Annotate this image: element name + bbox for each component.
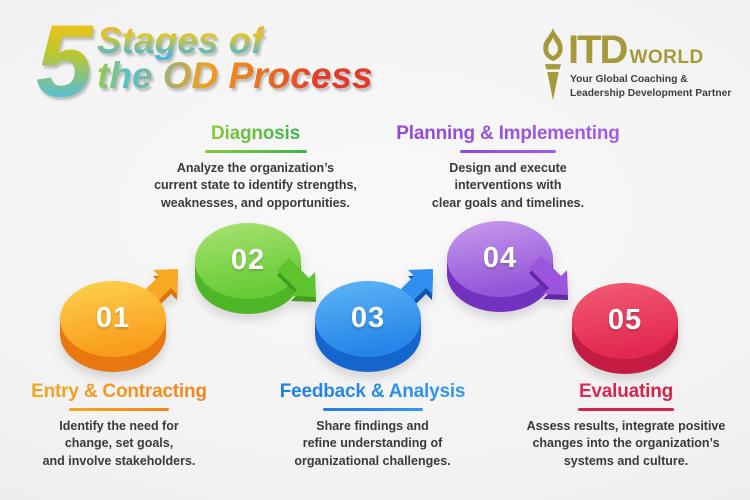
stage-title-diagnosis: Diagnosis [133, 123, 378, 145]
stage-title-entry: Entry & Contracting [3, 381, 235, 403]
logo-brand-main: ITD [568, 28, 628, 72]
stage-title-text: Planning & Implementing [396, 123, 620, 144]
title-line-1: Stages of [97, 20, 264, 61]
section-entry-contracting: Entry & Contracting Identify the need fo… [3, 381, 235, 471]
stage-title-text: Feedback & Analysis [279, 381, 466, 402]
stage-title-evaluating: Evaluating [505, 381, 747, 403]
stage-badge-02: 02 [188, 204, 338, 329]
title-underline [204, 150, 307, 153]
title-underline [322, 408, 423, 411]
logo-brand-sub: WORLD [629, 47, 704, 68]
section-planning-implementing: Planning & Implementing Design and execu… [383, 123, 633, 213]
title-line-2: the OD Process [97, 55, 373, 97]
title-underline [69, 408, 169, 411]
stage-description: Identify the need for change, set goals,… [42, 418, 196, 469]
stage-description: Analyze the organization’s current state… [154, 160, 357, 211]
circular-arrow-icon [195, 223, 316, 314]
stage-badge-03: 03 [308, 262, 458, 387]
torch-icon [543, 28, 563, 101]
stage-title-planning: Planning & Implementing [383, 123, 633, 145]
stage-number: 03 [350, 302, 386, 334]
stage-description: Assess results, integrate positive chang… [526, 418, 726, 469]
circular-arrow-icon [315, 269, 433, 372]
section-evaluating: Evaluating Assess results, integrate pos… [505, 381, 747, 471]
stage-description: Share findings and refine understanding … [294, 418, 451, 469]
stage-description: Design and execute interventions with cl… [431, 160, 585, 211]
stage-number: 05 [607, 304, 643, 336]
stage-badge-05: 05 [565, 264, 715, 389]
stage-badge-01: 01 [53, 262, 203, 387]
stage-title-text: Entry & Contracting [31, 381, 207, 402]
page-title: Stages of the OD Process [97, 20, 373, 97]
logo-tagline: Your Global Coaching & Leadership Develo… [570, 73, 738, 101]
stage-badge-04: 04 [440, 202, 590, 327]
stage-number: 02 [230, 244, 266, 276]
stage-number: 04 [482, 242, 518, 274]
circle-icon [572, 283, 678, 374]
section-feedback-analysis: Feedback & Analysis Share findings and r… [255, 381, 490, 471]
stage-title-text: Evaluating [578, 381, 674, 402]
circular-arrow-icon [447, 221, 568, 312]
itd-world-logo: ITD WORLD Your Global Coaching & Leaders… [538, 28, 738, 101]
section-diagnosis: Diagnosis Analyze the organization’s cur… [133, 123, 378, 213]
title-underline [578, 408, 674, 411]
title-underline [460, 150, 556, 153]
circular-arrow-icon [60, 269, 178, 372]
stage-title-text: Diagnosis [211, 123, 300, 144]
logo-tagline-line1: Your Global Coaching & [570, 74, 688, 85]
logo-tagline-line2: Leadership Development Partner [570, 87, 732, 99]
big-number-5: 5 [36, 4, 93, 118]
stage-title-feedback: Feedback & Analysis [255, 381, 490, 403]
stage-number: 01 [95, 302, 131, 334]
